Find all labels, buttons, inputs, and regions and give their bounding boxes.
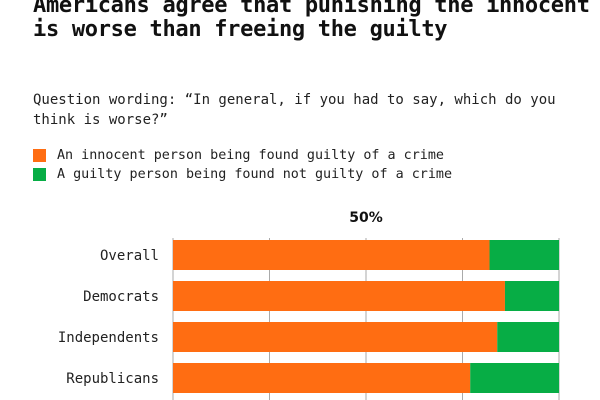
bar-overall-innocent: [173, 240, 490, 270]
bar-independents-guilty: [497, 322, 559, 352]
category-label-republicans: Republicans: [66, 371, 159, 387]
legend-item-innocent: An innocent person being found guilty of…: [33, 146, 593, 165]
legend-label-guilty: A guilty person being found not guilty o…: [57, 167, 453, 182]
midpoint-label: 50%: [349, 210, 383, 226]
bar-democrats-guilty: [504, 281, 559, 311]
chart-title: Americans agree that punishing the innoc…: [33, 0, 590, 42]
legend-item-guilty: A guilty person being found not guilty o…: [33, 165, 593, 184]
legend-label-innocent: An innocent person being found guilty of…: [57, 148, 444, 163]
bar-republicans-guilty: [470, 363, 559, 393]
bar-republicans-innocent: [173, 363, 471, 393]
category-label-democrats: Democrats: [83, 289, 159, 305]
legend-swatch-guilty: [33, 168, 46, 181]
legend-swatch-innocent: [33, 149, 46, 162]
legend: An innocent person being found guilty of…: [33, 146, 593, 184]
bar-independents-innocent: [173, 322, 498, 352]
category-label-independents: Independents: [58, 330, 159, 346]
bar-democrats-innocent: [173, 281, 505, 311]
category-label-overall: Overall: [100, 248, 159, 264]
bar-overall-guilty: [489, 240, 559, 270]
chart-subtitle: Question wording: “In general, if you ha…: [33, 92, 556, 128]
